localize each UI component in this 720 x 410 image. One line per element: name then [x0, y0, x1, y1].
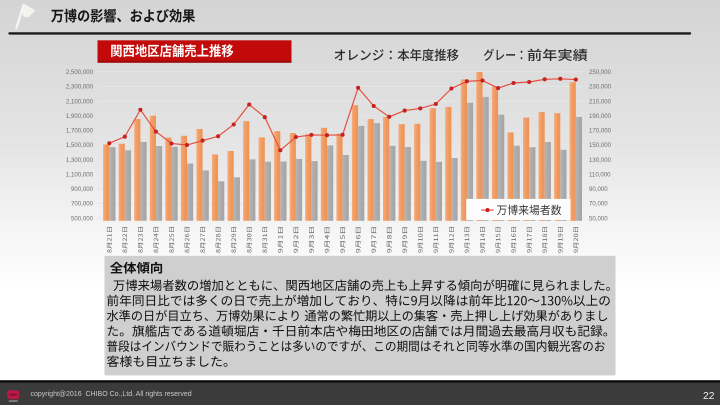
svg-text:170,000: 170,000	[589, 128, 612, 135]
svg-text:1,300,000: 1,300,000	[66, 157, 94, 164]
svg-text:70,000: 70,000	[589, 201, 608, 208]
svg-text:1,100,000: 1,100,000	[66, 171, 94, 178]
svg-text:1,900,000: 1,900,000	[66, 113, 94, 120]
svg-text:500,000: 500,000	[71, 215, 94, 222]
svg-text:250,000: 250,000	[589, 69, 612, 76]
svg-text:190,000: 190,000	[589, 113, 612, 120]
svg-text:90,000: 90,000	[589, 186, 608, 193]
svg-text:2,500,000: 2,500,000	[66, 69, 94, 76]
svg-text:copyright@2016 CHIBO Co.,Ltd.: copyright@2016 CHIBO Co.,Ltd. All rights…	[31, 391, 192, 398]
svg-text:110,000: 110,000	[589, 171, 611, 178]
svg-text:1,700,000: 1,700,000	[66, 128, 94, 135]
svg-text:22: 22	[703, 391, 715, 402]
svg-text:210,000: 210,000	[589, 98, 612, 105]
svg-text:50,000: 50,000	[589, 215, 608, 222]
svg-text:1,500,000: 1,500,000	[66, 142, 94, 149]
svg-text:700,000: 700,000	[71, 201, 94, 208]
svg-text:2,300,000: 2,300,000	[66, 84, 94, 91]
svg-text:2,100,000: 2,100,000	[66, 98, 94, 105]
svg-text:130,000: 130,000	[589, 157, 612, 164]
svg-text:900,000: 900,000	[71, 186, 94, 193]
svg-text:150,000: 150,000	[589, 142, 612, 149]
svg-text:230,000: 230,000	[589, 84, 612, 91]
